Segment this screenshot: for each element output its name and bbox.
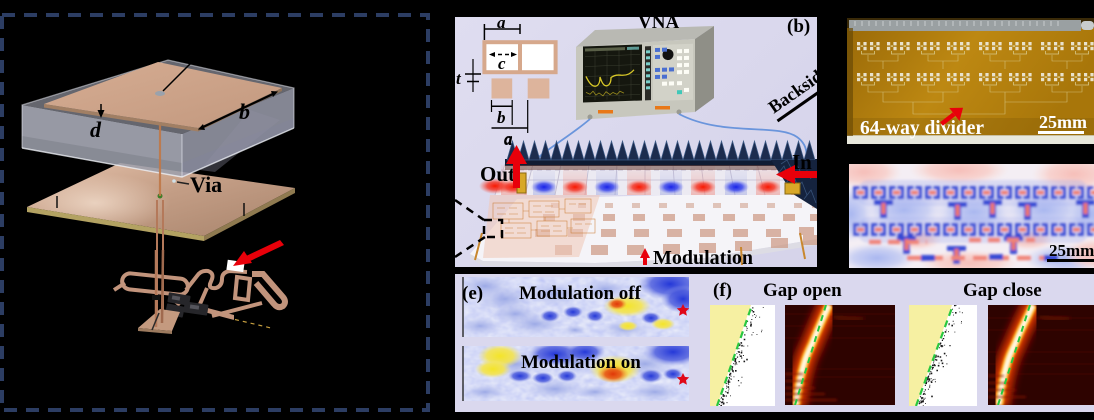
- svg-text:Backside: Backside: [765, 61, 817, 117]
- svg-text:Via: Via: [190, 172, 222, 197]
- svg-text:(f): (f): [713, 280, 732, 301]
- svg-text:Gap close: Gap close: [963, 280, 1042, 301]
- svg-text:Gap open: Gap open: [763, 280, 842, 301]
- svg-text:(e): (e): [462, 283, 483, 304]
- svg-text:c: c: [498, 54, 506, 73]
- svg-text:d: d: [90, 117, 102, 142]
- svg-text:25mm: 25mm: [1039, 112, 1087, 132]
- svg-text:64-way divider: 64-way divider: [860, 118, 984, 139]
- svg-text:a: a: [504, 129, 513, 148]
- svg-text:(b): (b): [787, 17, 810, 37]
- svg-text:Modulation on: Modulation on: [521, 352, 641, 373]
- svg-text:Modulation off: Modulation off: [519, 283, 642, 304]
- svg-text:VNA: VNA: [638, 17, 679, 33]
- svg-text:In: In: [792, 150, 812, 174]
- svg-text:t: t: [456, 69, 462, 88]
- svg-text:25mm: 25mm: [1049, 241, 1094, 260]
- svg-text:Modulation: Modulation: [653, 247, 753, 267]
- svg-text:b: b: [497, 108, 506, 127]
- svg-text:a: a: [504, 130, 513, 149]
- svg-text:a: a: [497, 17, 506, 32]
- svg-text:b: b: [239, 99, 250, 124]
- svg-text:Out: Out: [480, 162, 515, 186]
